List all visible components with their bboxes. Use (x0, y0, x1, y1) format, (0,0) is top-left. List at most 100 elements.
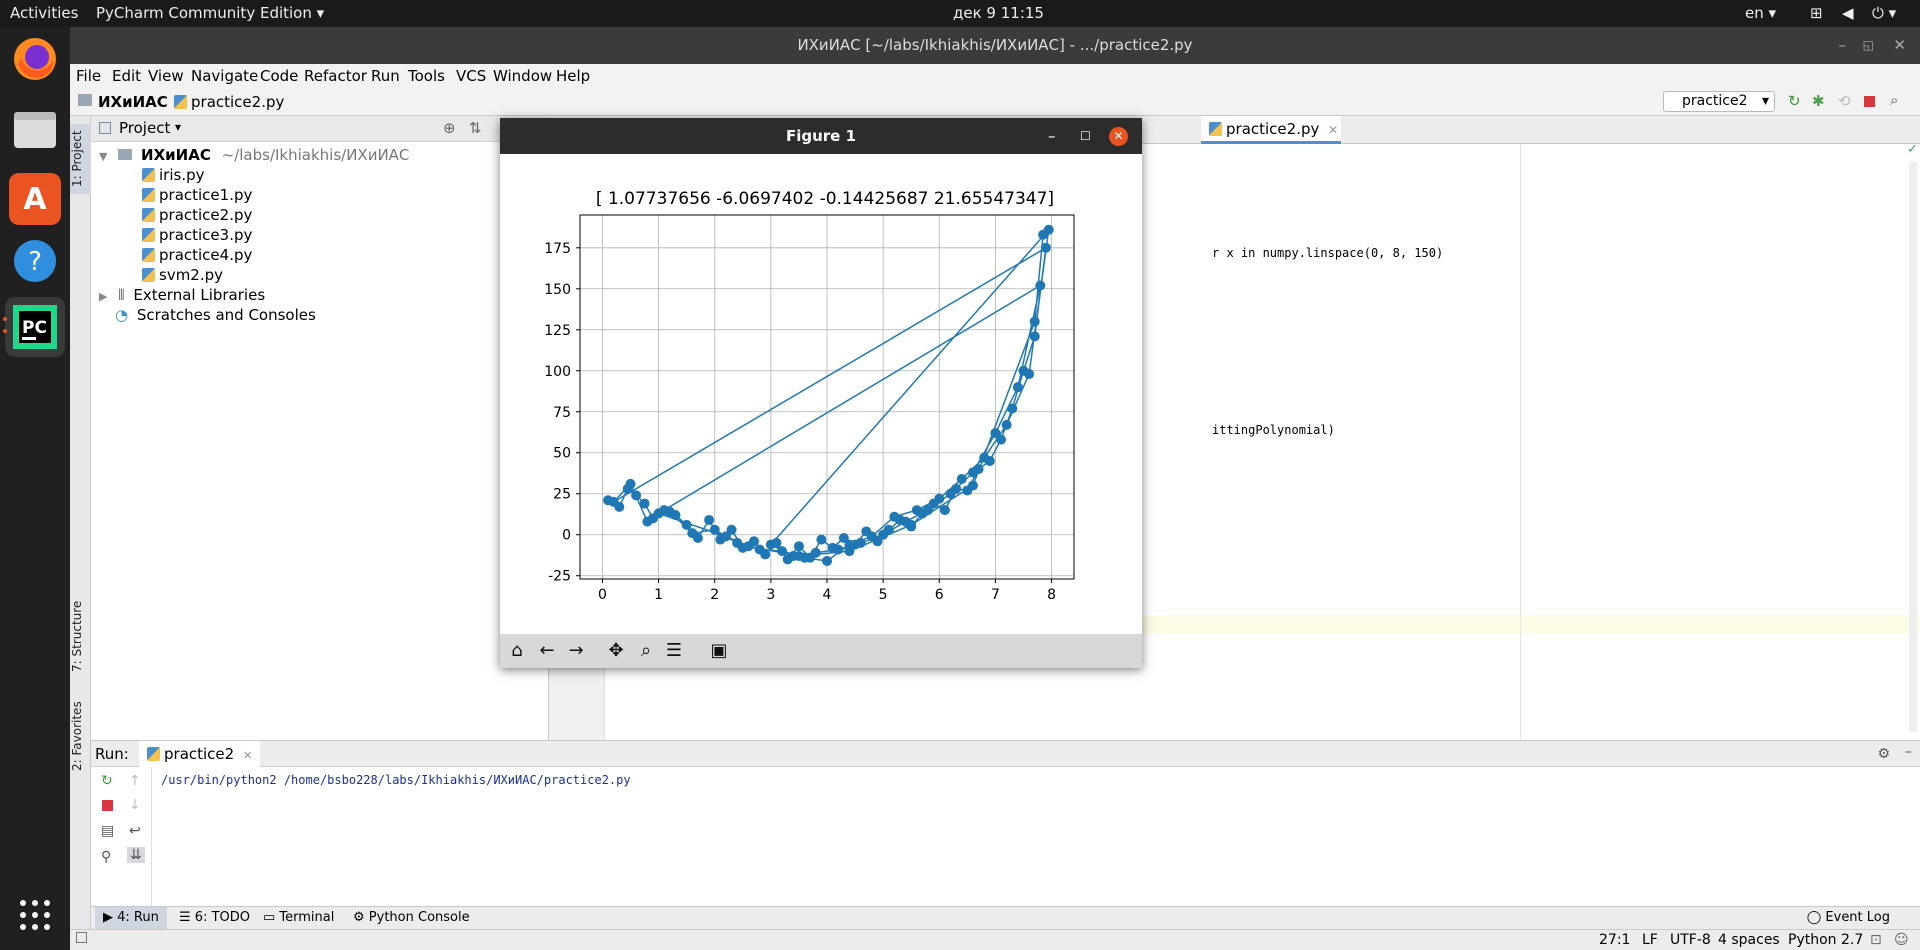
home-icon[interactable]: ⌂ (511, 640, 523, 661)
menu-navigate[interactable]: Navigate (191, 67, 259, 85)
tree-file[interactable]: svm2.py (142, 265, 223, 285)
maximize-icon[interactable]: ☐ (1080, 129, 1091, 143)
clock[interactable]: дек 9 11:15 (953, 4, 1044, 22)
run-config-selector[interactable]: practice2 ▾ (1663, 91, 1775, 112)
save-icon[interactable]: ▣ (710, 640, 728, 661)
run-tab-practice2[interactable]: practice2 ✕ (139, 741, 261, 767)
running-indicator (3, 317, 7, 321)
scroll-to-end-icon[interactable]: ⇊ (127, 847, 145, 863)
python-interpreter[interactable]: Python 2.7 (1788, 932, 1864, 948)
caret-position[interactable]: 27:1 (1599, 932, 1631, 948)
run-command[interactable]: /usr/bin/python2 /home/bsbo228/labs/Ikhi… (161, 773, 631, 787)
chevron-down-icon[interactable]: ▾ (175, 120, 182, 134)
settings-icon[interactable]: ⇅ (469, 119, 482, 137)
project-panel-header: Project ▾ ⊕ ⇅ (91, 116, 549, 142)
indent-setting[interactable]: 4 spaces (1718, 932, 1780, 948)
code-line[interactable]: ittingPolynomial) (1212, 423, 1335, 437)
inspector-icon[interactable]: ☺ (1894, 932, 1909, 948)
close-icon[interactable]: ✕ (1893, 36, 1906, 54)
menu-window[interactable]: Window (493, 67, 553, 85)
tab-run[interactable]: ▶ 4: Run (95, 907, 167, 929)
file-encoding[interactable]: UTF-8 (1670, 932, 1711, 948)
line-separator[interactable]: LF (1642, 932, 1658, 948)
locate-icon[interactable]: ⊕ (443, 119, 456, 137)
zoom-icon[interactable]: ⌕ (640, 640, 652, 661)
maximize-icon[interactable]: ◱ (1862, 38, 1874, 52)
python-file-icon (1209, 122, 1222, 136)
configure-icon[interactable]: ☰ (665, 640, 683, 661)
tree-file-label: iris.py (159, 166, 205, 184)
tree-root[interactable]: ▼ ИХиИАС ~/labs/Ikhiakhis/ИХиИАС (99, 145, 409, 165)
layout-icon[interactable]: ▤ (101, 823, 115, 839)
volume-icon[interactable]: ◀ (1842, 4, 1854, 22)
rerun-icon[interactable]: ↻ (1788, 92, 1801, 110)
tab-structure[interactable]: 7: Structure (70, 600, 84, 672)
menu-run[interactable]: Run (371, 67, 400, 85)
back-icon[interactable]: ← (539, 640, 555, 661)
down-arrow-icon[interactable]: ↓ (129, 797, 141, 813)
menu-code[interactable]: Code (260, 67, 299, 85)
menu-edit[interactable]: Edit (112, 67, 142, 85)
inspection-ok-icon[interactable]: ✓ (1907, 142, 1918, 157)
menu-view[interactable]: View (148, 67, 184, 85)
tab-favorites[interactable]: 2: Favorites (70, 701, 84, 771)
lock-icon[interactable]: ⊡ (1870, 932, 1882, 948)
up-arrow-icon[interactable]: ↑ (129, 773, 141, 789)
gear-icon[interactable]: ⚙ (1877, 746, 1890, 762)
breadcrumb-file[interactable]: practice2.py (174, 93, 284, 111)
project-panel-title[interactable]: Project (119, 119, 171, 137)
event-log-button[interactable]: ◯ Event Log (1806, 910, 1890, 925)
menu-refactor[interactable]: Refactor (304, 67, 367, 85)
right-margin-guide (1520, 144, 1521, 740)
debug-icon[interactable]: ✱ (1812, 92, 1825, 110)
editor-scrollbar[interactable] (1909, 162, 1917, 732)
help-icon[interactable]: ? (9, 235, 61, 287)
tab-project[interactable]: 1: Project (70, 124, 91, 194)
files-icon[interactable] (9, 103, 61, 155)
coverage-icon[interactable]: ⟲ (1838, 92, 1851, 110)
tab-todo[interactable]: ☰ 6: TODO (179, 910, 250, 925)
tree-scratches[interactable]: ◔ Scratches and Consoles (115, 305, 316, 325)
soft-wrap-icon[interactable]: ↩ (129, 823, 141, 839)
close-icon[interactable]: ✕ (1109, 127, 1128, 146)
power-icon[interactable]: ⏻ ▾ (1872, 4, 1897, 22)
pycharm-icon[interactable]: PC (5, 297, 65, 357)
menu-help[interactable]: Help (556, 67, 591, 85)
tree-file[interactable]: practice4.py (142, 245, 252, 265)
chart-canvas[interactable]: [ 1.07737656 -6.0697402 -0.14425687 21.6… (500, 154, 1142, 634)
tab-python-console[interactable]: ⚙ Python Console (353, 910, 470, 925)
menu-vcs[interactable]: VCS (456, 67, 487, 85)
network-icon[interactable]: ⊞ (1810, 4, 1823, 22)
show-apps-icon[interactable] (9, 889, 61, 941)
stop-icon[interactable] (1864, 96, 1875, 107)
minimize-icon[interactable]: – (1048, 127, 1056, 145)
menu-tools[interactable]: Tools (408, 67, 445, 85)
activities-button[interactable]: Activities (10, 4, 79, 22)
breadcrumb-root[interactable]: ИХиИАС (98, 93, 168, 111)
language-indicator[interactable]: en ▾ (1745, 4, 1777, 22)
search-icon[interactable]: ⌕ (1890, 91, 1899, 109)
tree-file[interactable]: iris.py (142, 165, 204, 185)
stop-icon[interactable] (102, 800, 113, 811)
tree-external-libraries[interactable]: ▶ ⫴ External Libraries (99, 285, 265, 305)
tree-file[interactable]: practice2.py (142, 205, 252, 225)
software-center-icon[interactable]: A (9, 173, 61, 225)
external-libraries-label: External Libraries (133, 286, 266, 304)
app-menu[interactable]: PyCharm Community Edition ▾ (96, 4, 324, 22)
minimize-icon[interactable]: – (1838, 36, 1847, 54)
tree-file[interactable]: practice1.py (142, 185, 252, 205)
tool-windows-icon[interactable] (76, 932, 87, 943)
code-line[interactable]: r x in numpy.linspace(0, 8, 150) (1212, 246, 1444, 260)
firefox-icon[interactable] (9, 33, 61, 85)
pan-icon[interactable]: ✥ (608, 640, 624, 661)
editor-tab-practice2[interactable]: practice2.py ✕ (1201, 116, 1341, 144)
rerun-icon[interactable]: ↻ (101, 773, 113, 789)
hide-icon[interactable]: – (1905, 744, 1912, 760)
pin-icon[interactable]: ⚲ (101, 849, 112, 865)
close-tab-icon[interactable]: ✕ (242, 749, 253, 762)
tab-terminal[interactable]: ▭ Terminal (263, 910, 335, 925)
close-tab-icon[interactable]: ✕ (1328, 123, 1339, 137)
tree-file[interactable]: practice3.py (142, 225, 252, 245)
menu-file[interactable]: File (76, 67, 102, 85)
forward-icon[interactable]: → (568, 640, 584, 661)
